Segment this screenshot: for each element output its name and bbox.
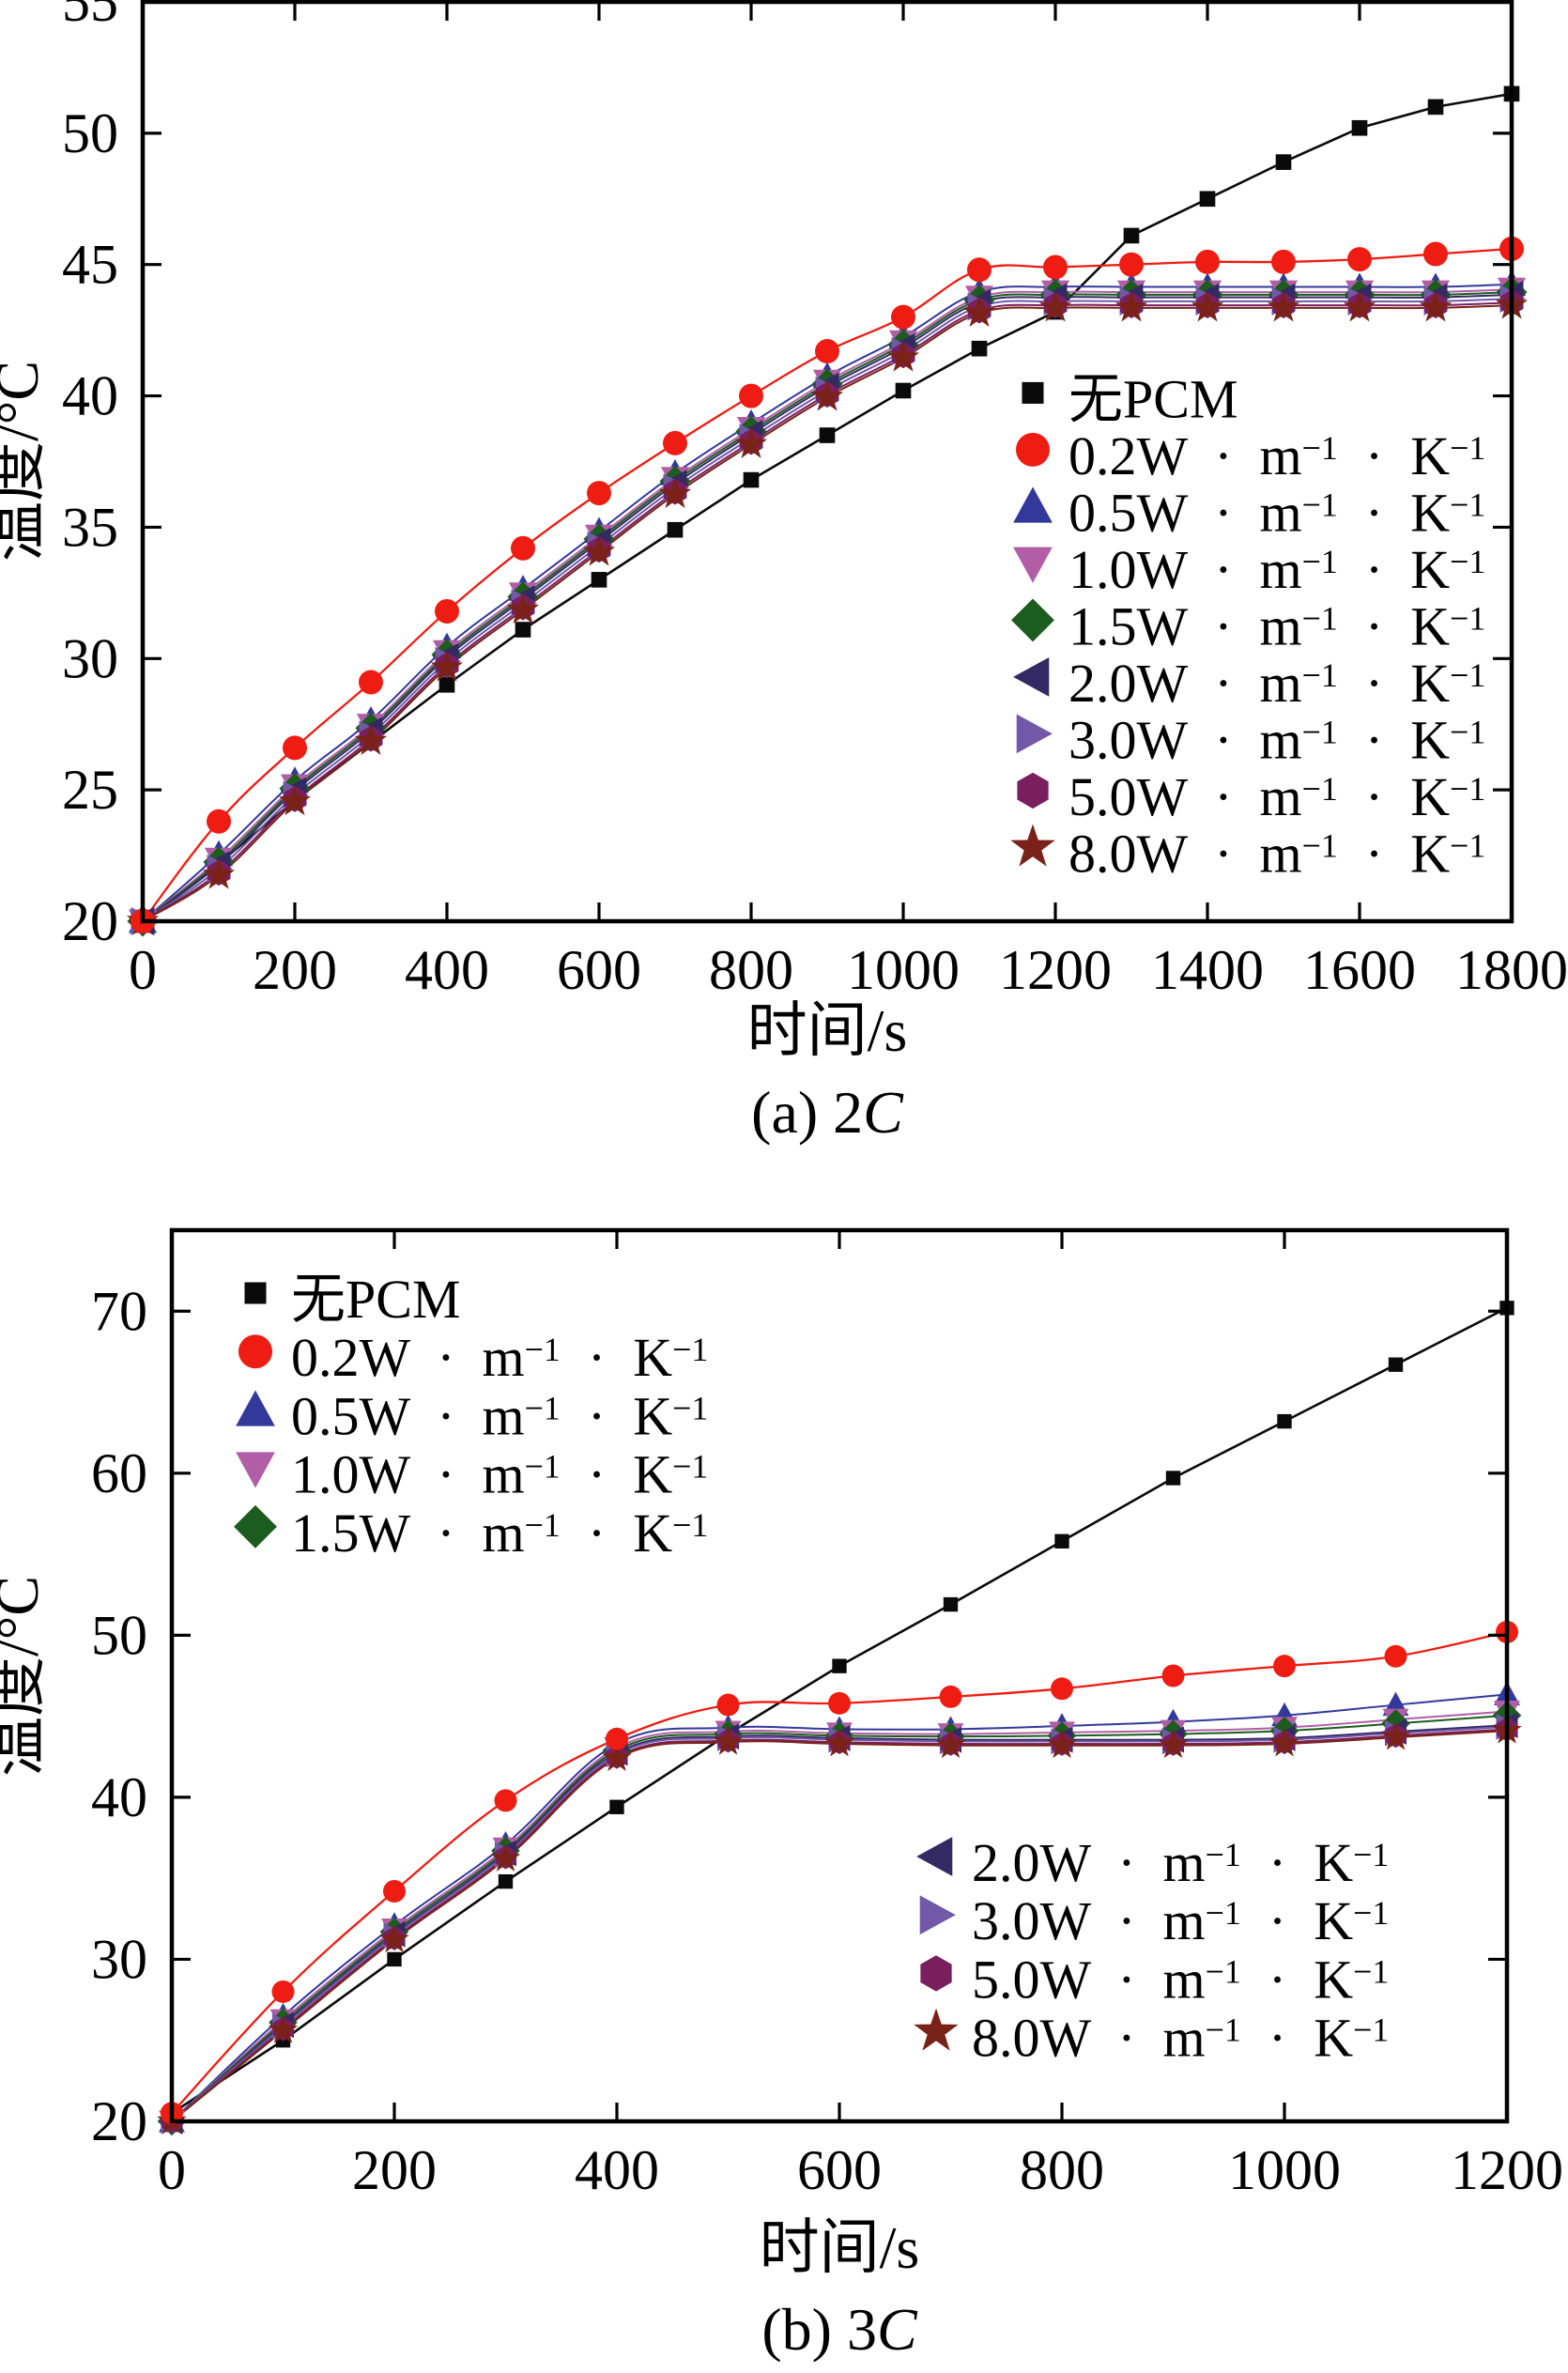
svg-text:1.0W · m−1 · K−1: 1.0W · m−1 · K−1 [291, 1444, 708, 1505]
svg-text:1400: 1400 [1151, 939, 1264, 1001]
svg-text:时间/s: 时间/s [747, 997, 908, 1064]
svg-text:35: 35 [62, 496, 118, 558]
svg-text:0.5W · m−1 · K−1: 0.5W · m−1 · K−1 [291, 1385, 708, 1446]
svg-text:20: 20 [91, 2090, 147, 2152]
svg-text:无PCM: 无PCM [291, 1269, 461, 1330]
svg-text:(a) 2C: (a) 2C [751, 1079, 904, 1146]
svg-text:8.0W · m−1 · K−1: 8.0W · m−1 · K−1 [972, 2008, 1389, 2069]
svg-text:600: 600 [797, 2139, 882, 2201]
svg-text:30: 30 [91, 1928, 147, 1990]
svg-text:50: 50 [91, 1604, 147, 1666]
svg-text:800: 800 [1020, 2139, 1104, 2201]
svg-text:2.0W · m−1 · K−1: 2.0W · m−1 · K−1 [1068, 653, 1485, 714]
svg-text:8.0W · m−1 · K−1: 8.0W · m−1 · K−1 [1068, 823, 1485, 884]
svg-text:25: 25 [62, 759, 118, 821]
svg-text:1.5W · m−1 · K−1: 1.5W · m−1 · K−1 [291, 1502, 708, 1564]
svg-text:0: 0 [158, 2139, 186, 2201]
svg-text:40: 40 [62, 365, 118, 427]
svg-text:3.0W · m−1 · K−1: 3.0W · m−1 · K−1 [972, 1890, 1389, 1951]
svg-text:3.0W · m−1 · K−1: 3.0W · m−1 · K−1 [1068, 709, 1485, 770]
svg-text:70: 70 [91, 1280, 147, 1342]
svg-text:1800: 1800 [1455, 939, 1568, 1001]
svg-text:20: 20 [62, 890, 118, 952]
svg-text:温度/°C: 温度/°C [0, 1576, 51, 1777]
svg-text:55: 55 [62, 0, 118, 33]
svg-text:1.5W · m−1 · K−1: 1.5W · m−1 · K−1 [1068, 595, 1485, 656]
svg-text:5.0W · m−1 · K−1: 5.0W · m−1 · K−1 [1068, 766, 1485, 827]
svg-text:1200: 1200 [999, 939, 1112, 1001]
svg-text:40: 40 [91, 1766, 147, 1828]
svg-text:5.0W · m−1 · K−1: 5.0W · m−1 · K−1 [972, 1949, 1389, 2010]
svg-text:600: 600 [557, 939, 641, 1001]
svg-text:1200: 1200 [1451, 2139, 1563, 2201]
svg-text:800: 800 [709, 939, 793, 1001]
svg-text:(b) 3C: (b) 3C [761, 2296, 918, 2363]
svg-text:400: 400 [405, 939, 489, 1001]
svg-text:50: 50 [62, 102, 118, 164]
svg-text:30: 30 [62, 627, 118, 689]
svg-text:1000: 1000 [847, 939, 960, 1001]
svg-text:0: 0 [129, 939, 157, 1001]
svg-text:0.2W · m−1 · K−1: 0.2W · m−1 · K−1 [291, 1327, 708, 1388]
svg-text:0.2W · m−1 · K−1: 0.2W · m−1 · K−1 [1068, 425, 1485, 486]
svg-text:时间/s: 时间/s [760, 2214, 920, 2281]
svg-text:200: 200 [352, 2139, 437, 2201]
svg-text:400: 400 [575, 2139, 659, 2201]
svg-text:60: 60 [91, 1442, 147, 1504]
svg-text:200: 200 [253, 939, 337, 1001]
svg-text:2.0W · m−1 · K−1: 2.0W · m−1 · K−1 [972, 1832, 1389, 1893]
svg-text:1600: 1600 [1303, 939, 1416, 1001]
svg-text:1000: 1000 [1228, 2139, 1341, 2201]
svg-text:温度/°C: 温度/°C [0, 361, 51, 562]
svg-text:0.5W · m−1 · K−1: 0.5W · m−1 · K−1 [1068, 482, 1485, 543]
svg-text:1.0W · m−1 · K−1: 1.0W · m−1 · K−1 [1068, 539, 1485, 600]
svg-text:无PCM: 无PCM [1068, 368, 1238, 429]
svg-text:45: 45 [62, 234, 118, 296]
